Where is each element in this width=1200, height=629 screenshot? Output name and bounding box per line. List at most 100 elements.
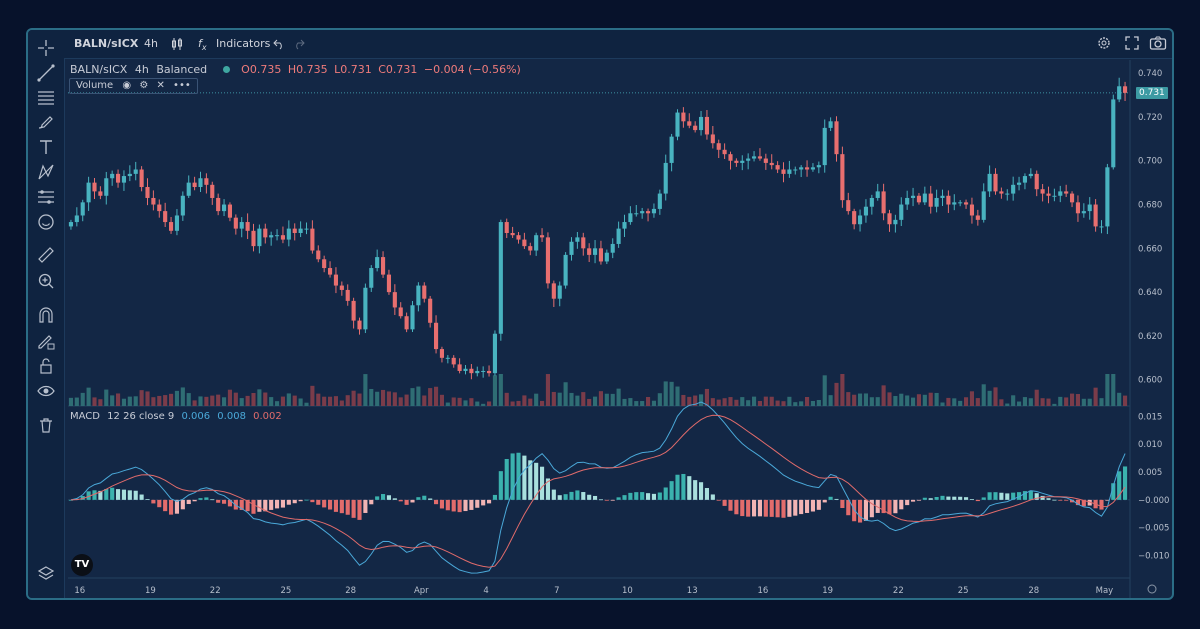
gear-icon[interactable]: ⚙	[139, 80, 149, 91]
interval-selector[interactable]: 4h	[144, 37, 158, 50]
volume-bar	[139, 390, 144, 406]
time-tick-label: May	[1096, 586, 1114, 596]
candle-body	[763, 158, 768, 163]
volume-bar	[640, 401, 645, 406]
macd-histogram-bar	[604, 499, 609, 501]
price-tick-label: 0.700	[1138, 157, 1162, 167]
price-tick-label: 0.660	[1138, 244, 1162, 254]
candle-body	[751, 156, 757, 159]
zoom-in-icon[interactable]	[36, 271, 56, 291]
ruler-icon[interactable]	[36, 245, 56, 265]
pattern-icon[interactable]	[36, 162, 56, 182]
volume-bar	[975, 398, 980, 406]
volume-bar	[834, 382, 839, 406]
magnet-icon[interactable]	[36, 305, 56, 325]
candle-body	[163, 211, 168, 223]
volume-bar	[1034, 389, 1039, 406]
macd-histogram-bar	[174, 499, 180, 514]
volume-bar	[893, 396, 898, 406]
symbol-search[interactable]: BALN/sICX	[74, 37, 139, 50]
volume-bar	[251, 392, 256, 406]
candle-body	[863, 206, 869, 216]
volume-bar	[628, 398, 633, 406]
volume-bar	[534, 393, 539, 406]
market-status-icon	[222, 66, 230, 73]
emoji-icon[interactable]	[36, 212, 56, 232]
trash-icon[interactable]	[36, 415, 56, 435]
candle-body	[227, 204, 233, 218]
volume-bar	[828, 395, 833, 406]
candle-body	[168, 222, 174, 231]
fib-retracement-icon[interactable]	[36, 87, 56, 107]
close-icon[interactable]: ✕	[156, 80, 165, 91]
redo-icon[interactable]	[293, 38, 305, 50]
chart-canvas[interactable]: 0.740 0.720 0.700 0.680 0.660 0.640 0.620 0.600…	[28, 30, 1172, 598]
candle-body	[993, 173, 998, 192]
candle-body	[174, 215, 180, 231]
time-tick-label: 4	[483, 586, 488, 596]
volume-legend[interactable]: Volume ◉ ⚙ ✕ •••	[69, 78, 198, 94]
candle-body	[628, 213, 633, 223]
legend-symbol: BALN/sICX	[70, 63, 128, 76]
object-tree-icon[interactable]	[36, 564, 56, 584]
volume-bar	[1069, 393, 1075, 406]
volume-bar	[1028, 398, 1033, 406]
forecast-icon[interactable]	[36, 187, 56, 207]
macd-histogram-bar	[934, 496, 939, 500]
candle-body	[433, 322, 439, 350]
volume-bar	[404, 394, 409, 406]
candle-body	[339, 285, 344, 290]
macd-histogram-bar	[787, 499, 792, 517]
macd-histogram-bar	[433, 499, 439, 505]
candles-icon[interactable]	[171, 37, 183, 51]
candle-body	[92, 182, 97, 192]
macd-histogram-bar	[746, 499, 751, 517]
indicators-button[interactable]: Indicators	[216, 37, 271, 50]
candle-body	[1093, 204, 1098, 227]
lock-drawing-icon[interactable]	[36, 331, 56, 351]
volume-bar	[657, 393, 662, 406]
volume-bar	[216, 394, 221, 406]
candle-body	[852, 211, 857, 225]
settings-gear-icon[interactable]	[1096, 35, 1112, 51]
camera-icon[interactable]	[1149, 35, 1167, 51]
macd-histogram-bar	[569, 491, 574, 500]
trendline-icon[interactable]	[36, 63, 56, 83]
volume-bar	[840, 374, 845, 406]
macd-histogram-bar	[121, 489, 127, 500]
volume-bar	[793, 402, 798, 406]
eye-icon[interactable]: ◉	[122, 80, 132, 91]
volume-bar	[746, 400, 751, 406]
candle-body	[121, 176, 127, 183]
macd-histogram-bar	[557, 495, 562, 500]
eye-icon[interactable]	[36, 381, 56, 401]
candlestick-series	[68, 77, 1128, 380]
macd-histogram-bar	[298, 499, 303, 502]
crosshair-icon[interactable]	[36, 38, 56, 58]
fullscreen-icon[interactable]	[1124, 35, 1140, 51]
candle-body	[893, 219, 898, 225]
macd-histogram-bar	[728, 499, 733, 511]
macd-histogram-bar	[504, 459, 509, 500]
macd-histogram-bar	[110, 487, 115, 500]
macd-histogram-bar	[905, 499, 910, 506]
volume-bar	[522, 395, 527, 406]
text-icon[interactable]	[36, 137, 56, 157]
candle-body	[522, 239, 527, 247]
brush-icon[interactable]	[36, 112, 56, 132]
macd-histogram-bar	[1005, 493, 1010, 500]
volume-bar	[787, 396, 792, 406]
volume-bar	[969, 391, 975, 406]
volume-bar	[763, 396, 768, 406]
candle-body	[439, 349, 445, 358]
macd-histogram-bar	[127, 490, 132, 500]
macd-histogram-bar	[151, 499, 156, 504]
macd-histogram-bar	[863, 499, 869, 521]
macd-histogram-bar	[1058, 499, 1063, 501]
lock-icon[interactable]	[36, 356, 56, 376]
candle-body	[581, 237, 586, 249]
volume-bar	[333, 396, 339, 406]
macd-histogram-bar	[681, 473, 686, 500]
more-icon[interactable]: •••	[173, 80, 191, 91]
undo-icon[interactable]	[273, 38, 285, 50]
